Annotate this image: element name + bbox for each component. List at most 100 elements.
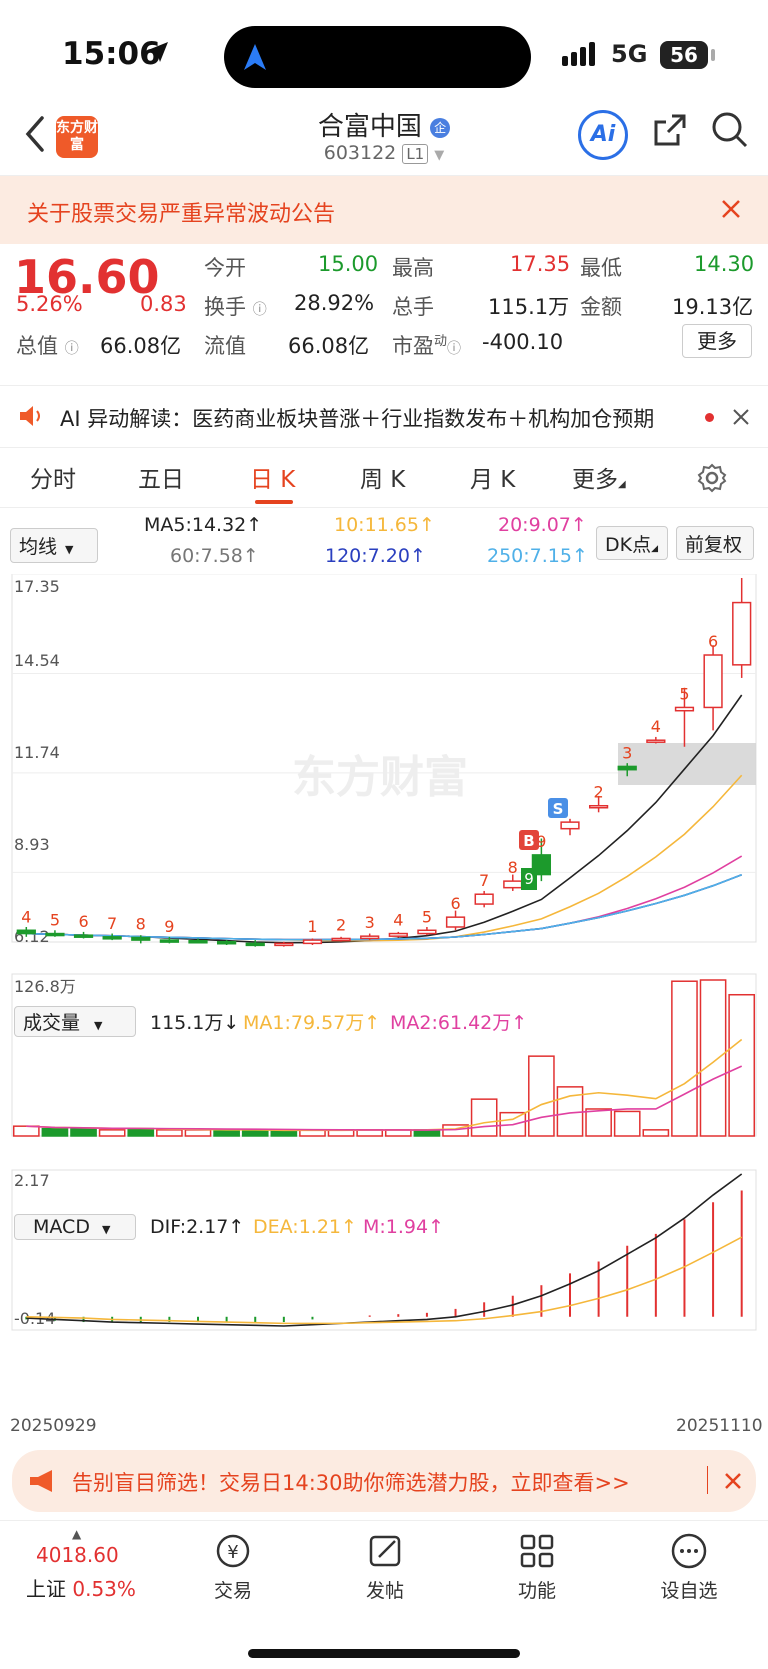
sequence-digit: 9 bbox=[536, 832, 546, 851]
megaphone-icon bbox=[30, 1470, 52, 1492]
network-type: 5G bbox=[611, 40, 648, 68]
buy-marker[interactable] bbox=[519, 830, 539, 850]
more-button[interactable]: 更多 bbox=[682, 324, 752, 358]
sequence-digit: 8 bbox=[136, 914, 146, 933]
candle-body bbox=[302, 939, 323, 945]
enterprise-badge: 企 bbox=[430, 117, 451, 138]
open-label: 今开 bbox=[204, 256, 246, 280]
stock-code-wrap: 603122 L1 ▼ bbox=[0, 142, 768, 164]
candle-body bbox=[16, 929, 36, 935]
change-amount: 0.83 bbox=[140, 292, 187, 316]
index-value[interactable]: 4018.60 bbox=[36, 1543, 119, 1567]
low-label: 最低 bbox=[580, 256, 622, 280]
ai-button[interactable]: Ai bbox=[578, 110, 628, 160]
macd-dif: DIF:2.17↑ bbox=[150, 1216, 245, 1238]
macd-m-text: M:1.94 bbox=[363, 1216, 429, 1238]
candle-body bbox=[274, 942, 294, 947]
sequence-digit: 5 bbox=[50, 911, 60, 930]
caret-down-icon[interactable]: ▼ bbox=[434, 148, 445, 163]
tab-daily-k[interactable]: 日 K bbox=[250, 467, 296, 493]
high-label: 最高 bbox=[392, 256, 434, 280]
ma-line-250 bbox=[26, 874, 742, 941]
mktcap-label: 总值 ⓘ bbox=[16, 330, 79, 360]
sequence-digit: 2 bbox=[336, 915, 346, 934]
caret-icon: ◢ bbox=[618, 479, 626, 490]
dk-point-button[interactable]: DK点◢ bbox=[596, 526, 668, 560]
gear-icon[interactable] bbox=[696, 462, 728, 494]
tab-monthly-k[interactable]: 月 K bbox=[470, 467, 516, 493]
info-icon[interactable]: ⓘ bbox=[252, 302, 267, 318]
volume-value: 115.1万↓ bbox=[150, 1012, 240, 1034]
macd-legend-bar: MACD ▼ DIF:2.17↑ DEA:1.21↑ M:1.94↑ bbox=[0, 1212, 768, 1244]
sequence-digit: 3 bbox=[622, 743, 632, 762]
sequence-digit: 1 bbox=[307, 917, 317, 936]
chevron-down-icon: ▼ bbox=[101, 1223, 111, 1236]
turnover-label-text: 换手 bbox=[204, 295, 246, 319]
macd-dea-line bbox=[26, 1236, 743, 1325]
volume-bar bbox=[70, 1127, 97, 1137]
volume-bar bbox=[528, 1055, 555, 1137]
candle-body bbox=[73, 934, 94, 938]
quote-panel: 16.60 5.26% 0.83 总值 ⓘ 66.08亿 今开 15.00 最高… bbox=[0, 244, 768, 386]
sequence-digit: 4 bbox=[393, 911, 403, 930]
ai-insight-text[interactable]: AI 异动解读：医药商业板块普涨＋行业指数发布＋机构加仓预期 bbox=[60, 407, 655, 431]
float-value: 66.08亿 bbox=[288, 334, 370, 358]
announcement-bar[interactable]: 关于股票交易严重异常波动公告 bbox=[0, 176, 768, 244]
candle-body bbox=[560, 821, 580, 830]
turnover-value: 28.92% bbox=[294, 291, 375, 315]
search-icon[interactable] bbox=[710, 110, 750, 150]
macd-dif-line bbox=[26, 1173, 743, 1327]
bottom-toolbar: ▲ 4018.60 上证 0.53% ¥ 交易 发帖 功能 设自选 bbox=[0, 1520, 768, 1669]
promo-banner[interactable]: 告别盲目筛选！交易日14:30助你筛选潜力股，立即查看>> bbox=[12, 1450, 756, 1512]
up-triangle-icon: ▲ bbox=[72, 1527, 82, 1541]
close-icon[interactable] bbox=[732, 408, 750, 426]
ma120-text: 120:7.20 bbox=[325, 545, 410, 567]
candle-body bbox=[474, 893, 494, 905]
sell-marker[interactable] bbox=[548, 798, 568, 818]
back-chevron-icon[interactable] bbox=[22, 114, 48, 154]
indicator-select[interactable]: 均线 ▼ bbox=[10, 528, 98, 563]
tab-five-day[interactable]: 五日 bbox=[138, 467, 184, 493]
adjust-button[interactable]: 前复权 bbox=[676, 526, 754, 560]
function-button[interactable]: 功能 bbox=[492, 1531, 582, 1603]
volume-bar bbox=[98, 1129, 126, 1137]
info-icon[interactable]: ⓘ bbox=[64, 341, 79, 357]
candle-body bbox=[503, 880, 523, 889]
ma10-text: 10:11.65 bbox=[334, 514, 419, 536]
add-watchlist-button[interactable]: 设自选 bbox=[644, 1531, 734, 1603]
tab-weekly-k[interactable]: 周 K bbox=[360, 467, 406, 493]
macd-m: M:1.94↑ bbox=[363, 1216, 445, 1238]
ai-insight-bar[interactable]: AI 异动解读：医药商业板块普涨＋行业指数发布＋机构加仓预期 bbox=[0, 386, 768, 448]
candle-body bbox=[703, 654, 723, 709]
candle-body bbox=[617, 765, 637, 771]
tab-intraday[interactable]: 分时 bbox=[30, 467, 76, 493]
sequence-digit: 6 bbox=[450, 894, 460, 913]
stock-name[interactable]: 合富中国 bbox=[317, 112, 422, 142]
share-icon[interactable] bbox=[650, 110, 690, 150]
mktcap-value: 66.08亿 bbox=[100, 334, 182, 358]
volume-bar bbox=[270, 1130, 298, 1137]
info-icon[interactable]: ⓘ bbox=[447, 341, 462, 357]
promo-text[interactable]: 告别盲目筛选！交易日14:30助你筛选潜力股，立即查看>> bbox=[72, 1471, 630, 1495]
location-arrow-icon bbox=[148, 42, 168, 62]
trade-button[interactable]: ¥ 交易 bbox=[188, 1531, 278, 1603]
index-info[interactable]: 上证 0.53% bbox=[26, 1573, 136, 1602]
macd-select[interactable]: MACD ▼ bbox=[14, 1214, 136, 1240]
price-tick-label: 14.54 bbox=[14, 651, 60, 670]
announcement-text[interactable]: 关于股票交易严重异常波动公告 bbox=[27, 202, 336, 227]
tab-more[interactable]: 更多◢ bbox=[572, 460, 626, 494]
price-tick-label: 11.74 bbox=[14, 743, 60, 762]
pe-sup: 动 bbox=[434, 334, 448, 349]
close-icon[interactable] bbox=[720, 198, 742, 220]
post-button[interactable]: 发帖 bbox=[340, 1531, 430, 1603]
volume-bar bbox=[127, 1127, 155, 1137]
sequence-digit: 4 bbox=[21, 907, 31, 926]
stock-header: 东方财富 合富中国 企 603122 L1 ▼ Ai bbox=[0, 100, 768, 176]
more-dots-icon bbox=[671, 1533, 707, 1569]
volume-select[interactable]: 成交量 ▼ bbox=[14, 1006, 136, 1037]
cellular-signal-icon bbox=[562, 42, 595, 66]
candle-body bbox=[445, 916, 466, 928]
close-icon[interactable] bbox=[724, 1472, 742, 1490]
sequence-digit: 6 bbox=[708, 632, 718, 651]
